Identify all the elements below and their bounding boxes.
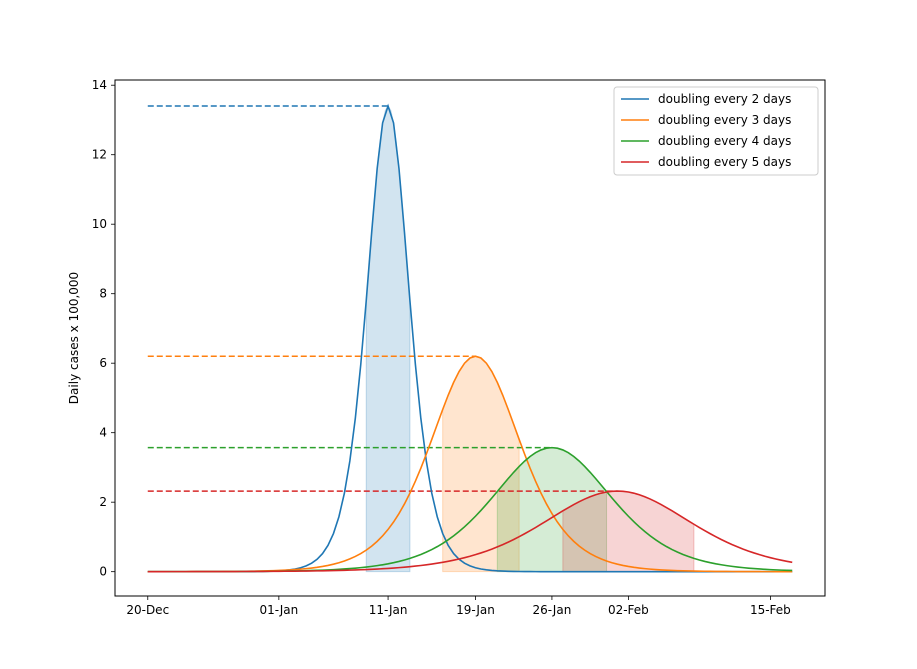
y-tick-label: 12 — [92, 148, 107, 162]
y-tick-label: 8 — [99, 287, 107, 301]
x-axis-ticks: 20-Dec 01-Jan 11-Jan 19-Jan 26-Jan 02-Feb 15-F… — [126, 596, 791, 617]
x-tick-label: 11-Jan — [369, 603, 408, 617]
x-tick-label: 19-Jan — [456, 603, 495, 617]
legend-box — [613, 86, 819, 176]
legend-label: doubling every 5 days — [658, 155, 791, 169]
y-tick-label: 14 — [92, 78, 107, 92]
y-tick-label: 4 — [99, 426, 107, 440]
x-tick-label: 15-Feb — [750, 603, 791, 617]
legend-label: doubling every 3 days — [658, 113, 791, 127]
y-tick-label: 6 — [99, 356, 107, 370]
series-line-4 — [147, 490, 793, 573]
y-tick-label: 2 — [99, 495, 107, 509]
y-axis-ticks: 0 2 4 6 8 10 12 14 — [92, 78, 115, 579]
x-tick-label: 20-Dec — [126, 603, 169, 617]
series-lines — [147, 103, 793, 573]
y-tick-label: 0 — [99, 565, 107, 579]
x-tick-label: 26-Jan — [533, 603, 572, 617]
legend-label: doubling every 4 days — [658, 134, 791, 148]
y-tick-label: 10 — [92, 217, 107, 231]
x-tick-label: 01-Jan — [259, 603, 298, 617]
plot-frame — [114, 79, 826, 597]
legend: doubling every 2 days doubling every 3 da… — [613, 86, 819, 176]
x-tick-label: 02-Feb — [608, 603, 649, 617]
y-axis-label: Daily cases x 100,000 — [67, 272, 81, 404]
peak-reference-lines — [147, 105, 618, 492]
legend-label: doubling every 2 days — [658, 92, 791, 106]
